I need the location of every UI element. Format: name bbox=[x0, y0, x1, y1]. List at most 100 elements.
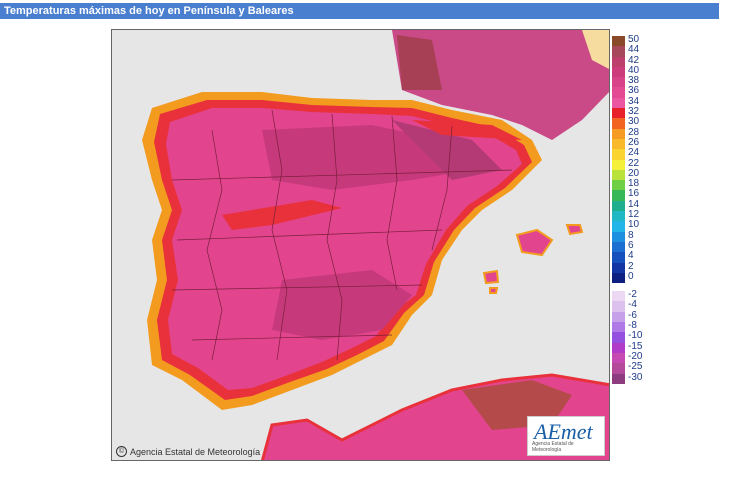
legend-row: -30 bbox=[612, 372, 662, 384]
legend-label: 26 bbox=[628, 136, 640, 148]
menorca-island bbox=[565, 224, 584, 236]
legend-row: 26 bbox=[612, 136, 662, 150]
legend-row: -2 bbox=[612, 289, 662, 302]
legend-label: 0 bbox=[628, 270, 634, 282]
legend-swatch bbox=[612, 311, 625, 323]
legend-row: -8 bbox=[612, 320, 662, 333]
legend-swatch bbox=[612, 241, 625, 253]
legend-swatch bbox=[612, 180, 625, 191]
legend-swatch bbox=[612, 342, 625, 353]
legend-row: 32 bbox=[612, 106, 662, 119]
iberia-interior bbox=[166, 108, 522, 390]
legend-row: 22 bbox=[612, 157, 662, 170]
legend-label: -4 bbox=[628, 299, 637, 311]
legend-row: -20 bbox=[612, 350, 662, 364]
legend-label: 30 bbox=[628, 116, 640, 128]
legend-swatch bbox=[612, 252, 625, 263]
legend-label: 10 bbox=[628, 219, 640, 231]
legend-label: 14 bbox=[628, 198, 640, 210]
north-africa-coast bbox=[260, 373, 609, 460]
legend-swatch bbox=[612, 231, 625, 242]
mountain-band bbox=[222, 200, 342, 230]
legend-label: 8 bbox=[628, 229, 634, 241]
legend-label: -15 bbox=[628, 340, 643, 352]
legend-label: 22 bbox=[628, 157, 640, 169]
france-southwest bbox=[397, 35, 442, 90]
legend-swatch bbox=[612, 363, 625, 374]
legend-label: 20 bbox=[628, 167, 640, 179]
france-region bbox=[392, 30, 609, 140]
legend-swatch bbox=[612, 190, 625, 201]
legend-row: -6 bbox=[612, 309, 662, 323]
map-graphic bbox=[142, 30, 609, 460]
mallorca-island bbox=[515, 228, 554, 257]
legend-label: 36 bbox=[628, 85, 640, 97]
legend-swatch bbox=[612, 46, 625, 57]
legend-label: -20 bbox=[628, 350, 643, 362]
legend-row: 24 bbox=[612, 147, 662, 160]
legend-swatch bbox=[612, 128, 625, 139]
formentera-island bbox=[489, 287, 499, 294]
temperature-legend: 50 44 42 40 38 36 34 32 30 28 26 24 22 20 18 16 14 12 10 8 6… bbox=[612, 34, 662, 384]
legend-label: -6 bbox=[628, 309, 637, 321]
legend-label: -25 bbox=[628, 361, 643, 373]
legend-row: 12 bbox=[612, 209, 662, 222]
legend-row: 14 bbox=[612, 198, 662, 212]
province-borders bbox=[171, 109, 513, 361]
page-title: Temperaturas máximas de hoy en Península… bbox=[0, 3, 719, 19]
legend-swatch bbox=[612, 211, 625, 222]
legend-swatch bbox=[612, 301, 625, 312]
legend-swatch bbox=[612, 159, 625, 170]
hot-zone-ebro bbox=[392, 120, 502, 180]
legend-swatch bbox=[612, 332, 625, 343]
legend-row: 42 bbox=[612, 55, 662, 67]
mountain-band-north bbox=[412, 120, 522, 140]
legend-label: 24 bbox=[628, 147, 640, 159]
legend-label: 32 bbox=[628, 106, 640, 118]
ibiza-island bbox=[482, 269, 500, 285]
legend-swatch bbox=[612, 169, 625, 181]
legend-row: 8 bbox=[612, 229, 662, 242]
legend-row: 10 bbox=[612, 219, 662, 232]
legend-label: 6 bbox=[628, 239, 634, 251]
legend-row: 20 bbox=[612, 167, 662, 181]
legend-label: 50 bbox=[628, 34, 640, 45]
legend-row: 36 bbox=[612, 85, 662, 98]
legend-swatch bbox=[612, 373, 625, 384]
legend-label: 38 bbox=[628, 75, 640, 87]
legend-row: 6 bbox=[612, 239, 662, 253]
logo-text: AEmet bbox=[534, 419, 593, 444]
legend-label: 28 bbox=[628, 126, 640, 138]
legend-row: 38 bbox=[612, 75, 662, 88]
legend-swatch bbox=[612, 36, 625, 47]
legend-label: 18 bbox=[628, 178, 640, 190]
temperature-map: © Agencia Estatal de Meteorología AEmet … bbox=[111, 29, 610, 461]
legend-swatch bbox=[612, 352, 625, 364]
legend-swatch bbox=[612, 77, 625, 88]
legend-label: -8 bbox=[628, 320, 637, 332]
legend-swatch bbox=[612, 97, 625, 109]
legend-row: 44 bbox=[612, 44, 662, 57]
legend-swatch bbox=[612, 138, 625, 150]
legend-label: -2 bbox=[628, 289, 637, 301]
legend-label: 12 bbox=[628, 209, 640, 221]
legend-row: 0 bbox=[612, 270, 662, 284]
legend-row: 34 bbox=[612, 95, 662, 109]
copyright-icon: © bbox=[116, 446, 127, 457]
legend-label: 34 bbox=[628, 95, 640, 107]
legend-row: 16 bbox=[612, 188, 662, 201]
legend-swatch bbox=[612, 66, 625, 78]
legend-swatch bbox=[612, 108, 625, 119]
legend-label: 16 bbox=[628, 188, 640, 200]
legend-swatch bbox=[612, 200, 625, 212]
legend-row: 28 bbox=[612, 126, 662, 139]
legend-label: -10 bbox=[628, 330, 643, 342]
legend-separator bbox=[612, 283, 662, 291]
legend-swatch bbox=[612, 118, 625, 129]
legend-label: 44 bbox=[628, 44, 640, 56]
legend-row: -15 bbox=[612, 340, 662, 353]
map-credit: © Agencia Estatal de Meteorología bbox=[116, 446, 260, 457]
legend-swatch bbox=[612, 272, 625, 284]
legend-row: 18 bbox=[612, 178, 662, 191]
aemet-logo: AEmet Agencia Estatal de Meteorología bbox=[527, 416, 605, 456]
